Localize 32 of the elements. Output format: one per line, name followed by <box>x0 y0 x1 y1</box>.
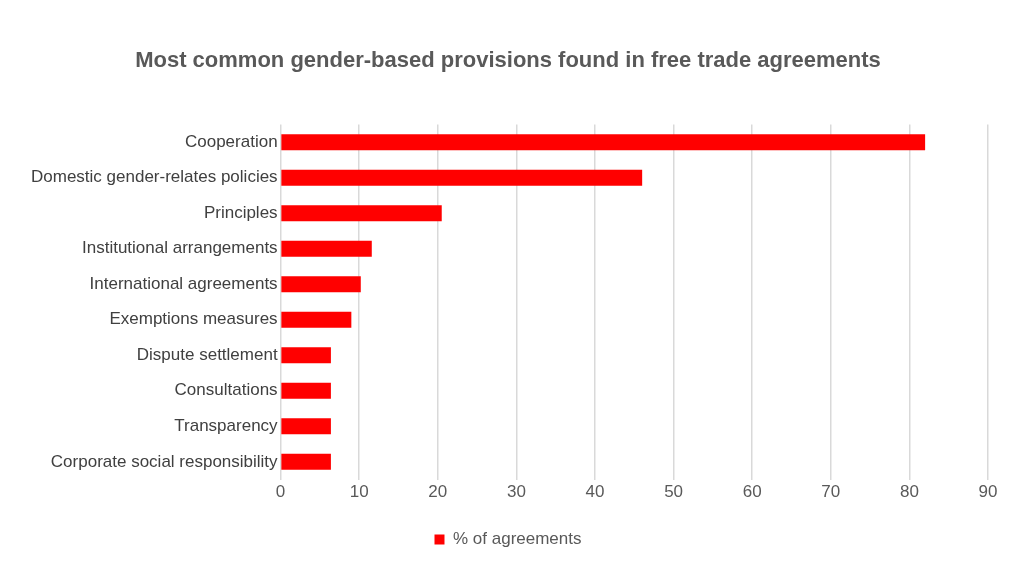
bar <box>281 311 352 328</box>
y-tick-label: Principles <box>203 202 278 222</box>
bar <box>281 418 331 435</box>
x-tick-label: 20 <box>428 482 448 502</box>
chart-title: Most common gender-based provisions found in free trade agreements <box>135 47 881 73</box>
bar <box>281 134 926 151</box>
y-tick-label: Corporate social responsibility <box>50 451 279 471</box>
x-tick-label: 50 <box>664 482 684 502</box>
bar <box>281 240 372 257</box>
bar <box>281 453 331 470</box>
x-tick-label: 80 <box>899 482 919 502</box>
x-tick-label: 90 <box>978 482 998 502</box>
y-tick-label: International agreements <box>89 273 278 293</box>
legend-label: % of agreements <box>452 529 582 549</box>
x-tick-label: 60 <box>742 482 762 502</box>
y-tick-label: Domestic gender-relates policies <box>31 167 278 187</box>
bar <box>281 169 643 186</box>
y-tick-label: Exemptions measures <box>109 309 278 329</box>
y-tick-label: Transparency <box>174 416 279 436</box>
y-tick-label: Consultations <box>174 380 278 400</box>
x-tick-label: 70 <box>821 482 841 502</box>
bar <box>281 205 442 222</box>
x-tick-label: 0 <box>275 482 286 502</box>
bar <box>281 347 331 364</box>
x-tick-label: 30 <box>506 482 526 502</box>
x-tick-label: 10 <box>349 482 369 502</box>
y-tick-label: Institutional arrangements <box>82 238 278 258</box>
bar <box>281 276 361 293</box>
bar <box>281 382 331 399</box>
y-tick-label: Cooperation <box>184 131 278 151</box>
y-tick-label: Dispute settlement <box>136 344 278 364</box>
x-tick-label: 40 <box>585 482 605 502</box>
